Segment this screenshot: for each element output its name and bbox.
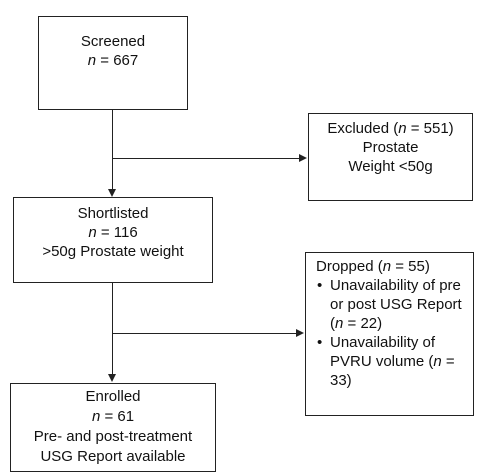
connector-to-dropped [112,333,298,335]
excluded-box: Excluded (n = 551) Prostate Weight <50g [308,113,473,201]
connector-shortlisted-to-enrolled [112,283,114,374]
dropped-reason-pvru-n-value: = 33) [330,353,455,389]
shortlisted-n-value: = 116 [96,224,138,241]
dropped-title: Dropped (n = 55) [316,257,471,276]
enrolled-n-symbol: n [91,408,101,425]
dropped-box: Dropped (n = 55) Unavailability of pre o… [305,252,474,416]
enrolled-line-treatment: Pre- and post-treatment [33,428,193,445]
dropped-reason-usg-n-symbol: n [335,315,344,332]
shortlisted-title: Shortlisted [77,205,149,222]
arrowhead-to-enrolled [108,374,116,382]
arrowhead-to-excluded [299,154,307,162]
excluded-n-symbol: n [398,120,407,137]
screened-title: Screened [80,33,146,50]
enrolled-count: n = 61 [11,407,215,427]
dropped-reason-pvru-n-symbol: n [433,353,442,370]
screened-count: n = 667 [39,51,187,70]
dropped-reason-pvru-text: Unavailability of PVRU volume ( [330,334,436,370]
dropped-reason-usg: Unavailability of pre or post USG Report… [316,276,471,333]
screened-box: Screened n = 667 [38,16,188,110]
excluded-title-prefix: Excluded ( [327,120,399,137]
dropped-reason-usg-n-value: = 22) [343,315,383,332]
excluded-line-weight: Weight <50g [348,158,433,175]
excluded-title: Excluded (n = 551) [309,119,472,138]
connector-to-excluded [112,158,302,160]
excluded-line-prostate: Prostate [362,139,419,156]
screened-n-symbol: n [87,52,97,69]
shortlisted-n-symbol: n [88,224,97,241]
dropped-n-symbol: n [382,258,392,275]
shortlisted-criterion: >50g Prostate weight [42,243,184,260]
connector-screened-to-shortlisted [112,110,114,190]
shortlisted-count: n = 116 [14,223,212,242]
arrowhead-to-shortlisted [108,189,116,197]
screened-n-value: = 667 [96,52,139,69]
dropped-reason-pvru: Unavailability of PVRU volume (n = 33) [316,333,471,390]
arrowhead-to-dropped [296,329,304,337]
enrolled-n-value: = 61 [100,408,135,425]
dropped-reasons-list: Unavailability of pre or post USG Report… [316,276,471,390]
shortlisted-box: Shortlisted n = 116 >50g Prostate weight [13,197,213,283]
enrolled-line-usg: USG Report available [40,448,186,465]
enrolled-box: Enrolled n = 61 Pre- and post-treatment … [10,383,216,472]
dropped-n-value: = 55) [391,258,430,275]
dropped-title-prefix: Dropped ( [316,258,383,275]
dropped-reason-usg-text: Unavailability of pre or post USG Report… [330,277,462,332]
excluded-n-value: = 551) [406,120,454,137]
enrolled-title: Enrolled [85,388,141,405]
